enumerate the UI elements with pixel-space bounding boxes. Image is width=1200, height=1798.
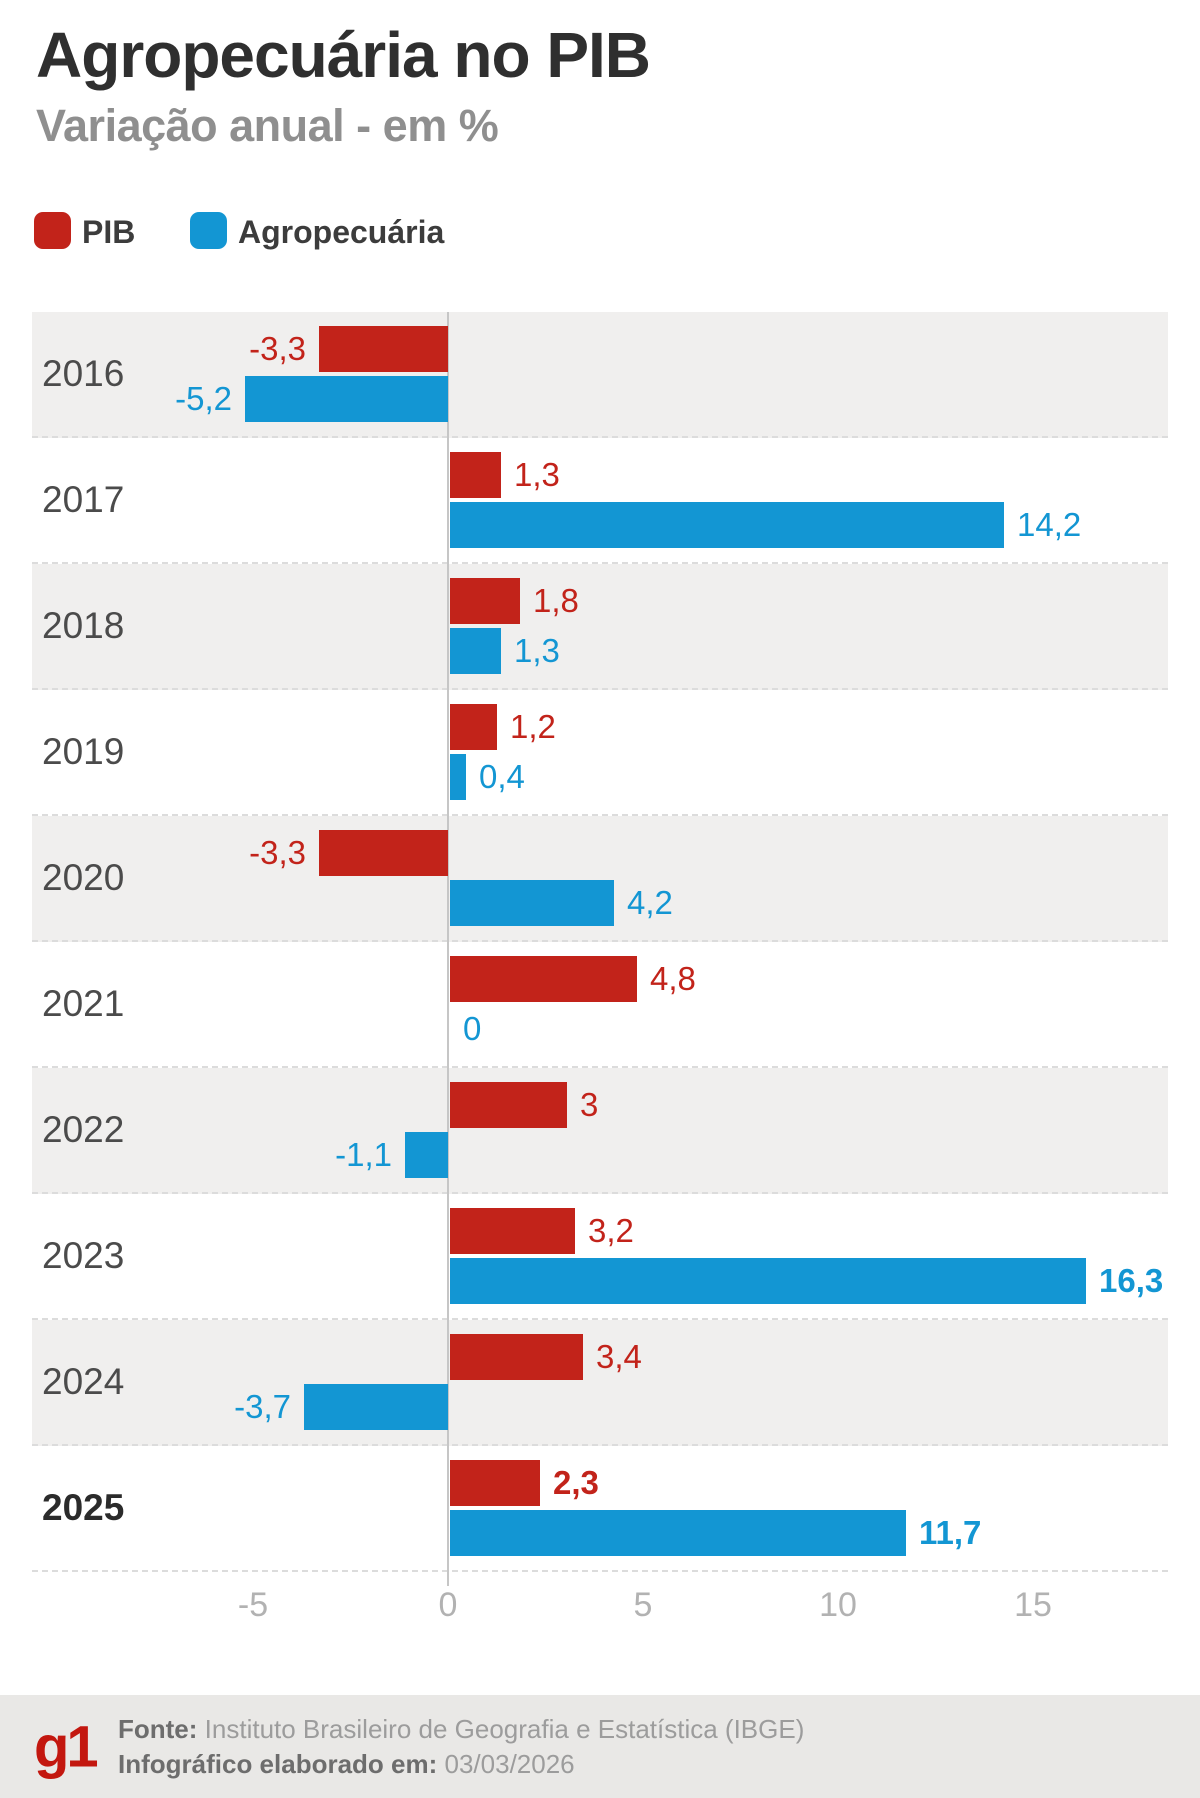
pib-legend-label: PIB [82, 214, 136, 250]
pib-value-label: 1,8 [533, 582, 579, 619]
chart-row-2021: 2021 4,8 0 [32, 942, 1168, 1068]
footer: g1 Fonte: Instituto Brasileiro de Geogra… [0, 1695, 1200, 1798]
pib-bar [450, 1460, 540, 1506]
agro-value-label: 14,2 [1017, 506, 1082, 543]
pib-value-label: 3,2 [588, 1212, 634, 1249]
year-label: 2025 [42, 1487, 125, 1528]
axis-tick-5: 5 [633, 1586, 653, 1624]
agro-bar [450, 880, 614, 926]
g1-logo: g1 [34, 1714, 99, 1779]
agro-bar [450, 1510, 906, 1556]
chart-row-2018: 2018 1,8 1,3 [32, 564, 1168, 690]
pib-bar [319, 830, 448, 876]
pib-legend-swatch [34, 212, 71, 249]
year-label: 2019 [42, 731, 125, 772]
chart-row-2017: 2017 1,3 14,2 [32, 438, 1168, 564]
chart-row-2020: 2020 -3,3 4,2 [32, 816, 1168, 942]
chart-row-2016: 2016 -3,3 -5,2 [32, 312, 1168, 438]
agro-bar [304, 1384, 448, 1430]
year-label: 2018 [42, 605, 125, 646]
pib-bar [450, 452, 501, 498]
axis-tick--5: -5 [237, 1586, 269, 1624]
pib-value-label: 2,3 [553, 1464, 599, 1501]
chart-subtitle: Variação anual - em % [36, 100, 499, 151]
pib-value-label: -3,3 [249, 330, 306, 367]
agro-value-label: -5,2 [175, 380, 232, 417]
pib-bar [450, 956, 637, 1002]
elaborated-date: 03/03/2026 [444, 1749, 575, 1779]
agro-value-label: -3,7 [234, 1388, 291, 1425]
year-label: 2022 [42, 1109, 125, 1150]
year-label: 2021 [42, 983, 125, 1024]
chart-row-2024: 2024 3,4 -3,7 [32, 1320, 1168, 1446]
agro-bar [450, 1258, 1086, 1304]
zero-axis-line [447, 312, 449, 1586]
pib-bar [450, 1334, 583, 1380]
year-label: 2024 [42, 1361, 125, 1402]
source-label: Fonte: [118, 1714, 198, 1744]
axis-tick-10: 10 [819, 1586, 857, 1624]
agro-legend-label: Agropecuária [238, 214, 445, 250]
year-label: 2020 [42, 857, 125, 898]
agro-bar [450, 754, 466, 800]
pib-bar [450, 704, 497, 750]
pib-value-label: 4,8 [650, 960, 696, 997]
pib-bar [319, 326, 448, 372]
agro-value-label: 0 [463, 1010, 482, 1047]
agro-value-label: 16,3 [1099, 1262, 1164, 1299]
pib-value-label: -3,3 [249, 834, 306, 871]
pib-bar [450, 578, 520, 624]
pib-bar [450, 1208, 575, 1254]
agro-bar [450, 628, 501, 674]
elaborated-line: Infográfico elaborado em: 03/03/2026 [118, 1747, 804, 1782]
source-text: Instituto Brasileiro de Geografia e Esta… [204, 1714, 805, 1744]
year-label: 2017 [42, 479, 125, 520]
pib-bar [450, 1082, 567, 1128]
pib-value-label: 3 [580, 1086, 599, 1123]
agro-value-label: 0,4 [479, 758, 525, 795]
pib-value-label: 1,3 [514, 456, 560, 493]
axis-tick-0: 0 [438, 1586, 458, 1624]
agro-bar [405, 1132, 448, 1178]
axis-tick-15: 15 [1014, 1586, 1052, 1624]
source-block: Fonte: Instituto Brasileiro de Geografia… [118, 1712, 804, 1782]
elaborated-label: Infográfico elaborado em: [118, 1749, 438, 1779]
agro-bar [450, 502, 1004, 548]
agro-value-label: 1,3 [514, 632, 560, 669]
chart-row-2022: 2022 3 -1,1 [32, 1068, 1168, 1194]
year-label: 2016 [42, 353, 125, 394]
agro-value-label: 11,7 [919, 1514, 982, 1551]
chart-row-2025: 2025 2,3 11,7 [32, 1446, 1168, 1572]
x-axis: -5 0 5 10 15 [0, 1588, 1200, 1628]
chart-row-2023: 2023 3,2 16,3 [32, 1194, 1168, 1320]
pib-value-label: 1,2 [510, 708, 556, 745]
chart-title: Agropecuária no PIB [36, 19, 651, 91]
agro-value-label: 4,2 [627, 884, 673, 921]
agro-value-label: -1,1 [335, 1136, 392, 1173]
chart-row-2019: 2019 1,2 0,4 [32, 690, 1168, 816]
bar-chart: 2016 -3,3 -5,2 2017 1,3 14,2 2018 1,8 1,3 2019 1,2… [32, 312, 1168, 1586]
agro-legend-swatch [190, 212, 227, 249]
year-label: 2023 [42, 1235, 125, 1276]
agro-bar [245, 376, 448, 422]
pib-value-label: 3,4 [596, 1338, 642, 1375]
source-line: Fonte: Instituto Brasileiro de Geografia… [118, 1712, 804, 1747]
